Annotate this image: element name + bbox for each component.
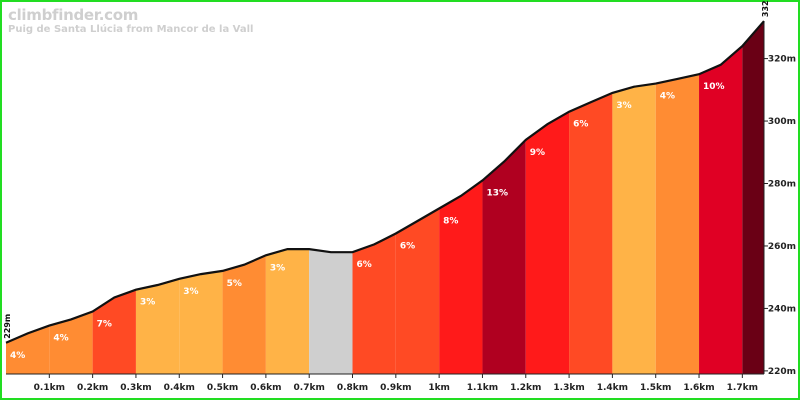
segment-11 — [439, 21, 483, 374]
x-tick-label-15: 1.5km — [640, 383, 671, 393]
grade-label-16: 4% — [660, 92, 675, 102]
end-elevation-label: 332m — [761, 0, 770, 17]
grade-label-6: 5% — [227, 279, 242, 289]
site-brand: climbfinder.com — [8, 6, 139, 24]
elevation-endpoints: 229m 332m — [3, 0, 770, 339]
y-tick-label-3: 260m — [768, 242, 796, 252]
x-tick-label-11: 1.1km — [467, 383, 498, 393]
x-tick-label-12: 1.2km — [510, 383, 541, 393]
axis-lines — [6, 21, 765, 375]
grade-label-10: 6% — [400, 241, 415, 251]
grade-label-13: 9% — [530, 148, 545, 158]
x-tick-label-16: 1.6km — [683, 383, 714, 393]
x-tick-label-6: 0.6km — [250, 383, 281, 393]
segment-5 — [179, 21, 223, 374]
grade-label-12: 13% — [486, 188, 508, 198]
profile-line — [5, 20, 765, 344]
y-tick-label-5: 300m — [768, 117, 796, 127]
segment-15 — [612, 21, 656, 374]
x-tick-label-4: 0.4km — [164, 383, 195, 393]
x-tick-label-10: 1km — [428, 383, 450, 393]
grade-label-3: 7% — [97, 320, 112, 330]
grade-label-2: 4% — [53, 334, 68, 344]
x-tick-label-13: 1.3km — [553, 383, 584, 393]
grade-label-17: 10% — [703, 82, 725, 92]
x-tick-label-7: 0.7km — [294, 383, 325, 393]
grade-label-5: 3% — [183, 287, 198, 297]
segment-14 — [569, 21, 613, 374]
y-axis-ticks: 220m 240m 260m 280m 300m 320m — [764, 55, 796, 377]
x-tick-label-17: 1.7km — [727, 383, 758, 393]
gradient-segments — [6, 21, 764, 374]
grade-label-7: 3% — [270, 263, 285, 273]
climb-subtitle: Puig de Santa Llúcia from Mancor de la V… — [8, 24, 254, 35]
grade-label-4: 3% — [140, 298, 155, 308]
segment-13 — [525, 21, 570, 374]
segment-18 — [742, 21, 764, 374]
segment-7 — [265, 21, 310, 374]
y-tick-label-2: 240m — [768, 304, 796, 314]
start-elevation-label: 229m — [3, 314, 12, 339]
grade-labels: 4% 4% 7% 3% 3% 5% 3% 6% 6% 8% 13% 9% 6% 3% 4% 10% — [10, 82, 725, 361]
grade-label-15: 3% — [616, 101, 631, 111]
segment-9 — [352, 21, 396, 374]
y-tick-label-1: 220m — [768, 367, 796, 377]
x-tick-label-3: 0.3km — [120, 383, 151, 393]
x-tick-label-14: 1.4km — [597, 383, 628, 393]
segment-6 — [222, 21, 266, 374]
grade-label-14: 6% — [573, 120, 588, 130]
segment-8 — [309, 21, 353, 374]
x-axis-ticks: 0.1km 0.2km 0.3km 0.4km 0.5km 0.6km 0.7km 0.8km… — [34, 374, 758, 393]
segment-1 — [6, 21, 50, 374]
grade-label-9: 6% — [357, 260, 372, 270]
x-tick-label-8: 0.8km — [337, 383, 368, 393]
grade-label-1: 4% — [10, 351, 25, 361]
segment-17 — [699, 21, 743, 374]
y-tick-label-4: 280m — [768, 180, 796, 190]
x-tick-label-2: 0.2km — [77, 383, 108, 393]
x-tick-label-1: 0.1km — [34, 383, 65, 393]
segment-16 — [655, 21, 700, 374]
y-tick-label-6: 320m — [768, 55, 796, 65]
x-tick-label-5: 0.5km — [207, 383, 238, 393]
segment-10 — [395, 21, 440, 374]
segment-4 — [135, 21, 180, 374]
x-tick-label-9: 0.9km — [380, 383, 411, 393]
grade-label-11: 8% — [443, 216, 458, 226]
